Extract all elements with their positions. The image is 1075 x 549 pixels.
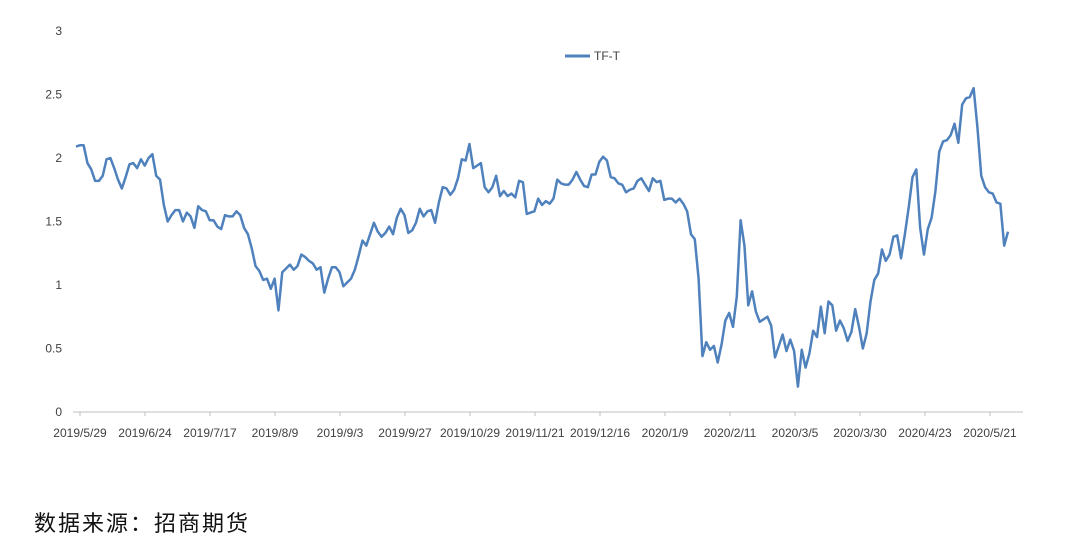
x-tick-label: 2019/7/17 [183,426,237,440]
x-tick-label: 2019/8/9 [252,426,299,440]
y-tick-label: 1 [55,278,62,292]
x-tick-label: 2019/9/27 [378,426,432,440]
y-tick-label: 0 [55,405,62,419]
y-tick-label: 2.5 [45,88,62,102]
legend: TF-T [565,49,621,63]
x-tick-label: 2019/12/16 [570,426,630,440]
legend-label-tf-t: TF-T [594,49,621,63]
x-tick-label: 2020/1/9 [642,426,689,440]
x-tick-label: 2019/11/21 [505,426,564,440]
x-tick-label: 2019/6/24 [118,426,172,440]
data-source-note: 数据来源：招商期货 [34,512,251,537]
y-axis-ticks: 0 0.5 1 1.5 2 2.5 3 [45,24,62,419]
y-tick-label: 2 [55,151,62,165]
x-tick-label: 2020/3/30 [833,426,887,440]
y-tick-label: 1.5 [45,215,62,229]
x-tick-label: 2020/3/5 [772,426,819,440]
x-tick-label: 2019/9/3 [317,426,364,440]
x-axis-ticks: 2019/5/29 2019/6/24 2019/7/17 2019/8/9 2019/… [53,412,1017,440]
x-tick-label: 2020/2/11 [704,426,757,440]
x-tick-label: 2019/5/29 [53,426,107,440]
x-tick-label: 2020/5/21 [963,426,1017,440]
series-line-tf-t [75,86,1010,388]
x-tick-label: 2019/10/29 [440,426,500,440]
y-tick-label: 3 [55,24,62,38]
x-tick-label: 2020/4/23 [898,426,952,440]
line-chart: 0 0.5 1 1.5 2 2.5 3 2019/5/29 2019/6/24 2019/7/1… [45,24,1023,440]
y-tick-label: 0.5 [45,342,62,356]
